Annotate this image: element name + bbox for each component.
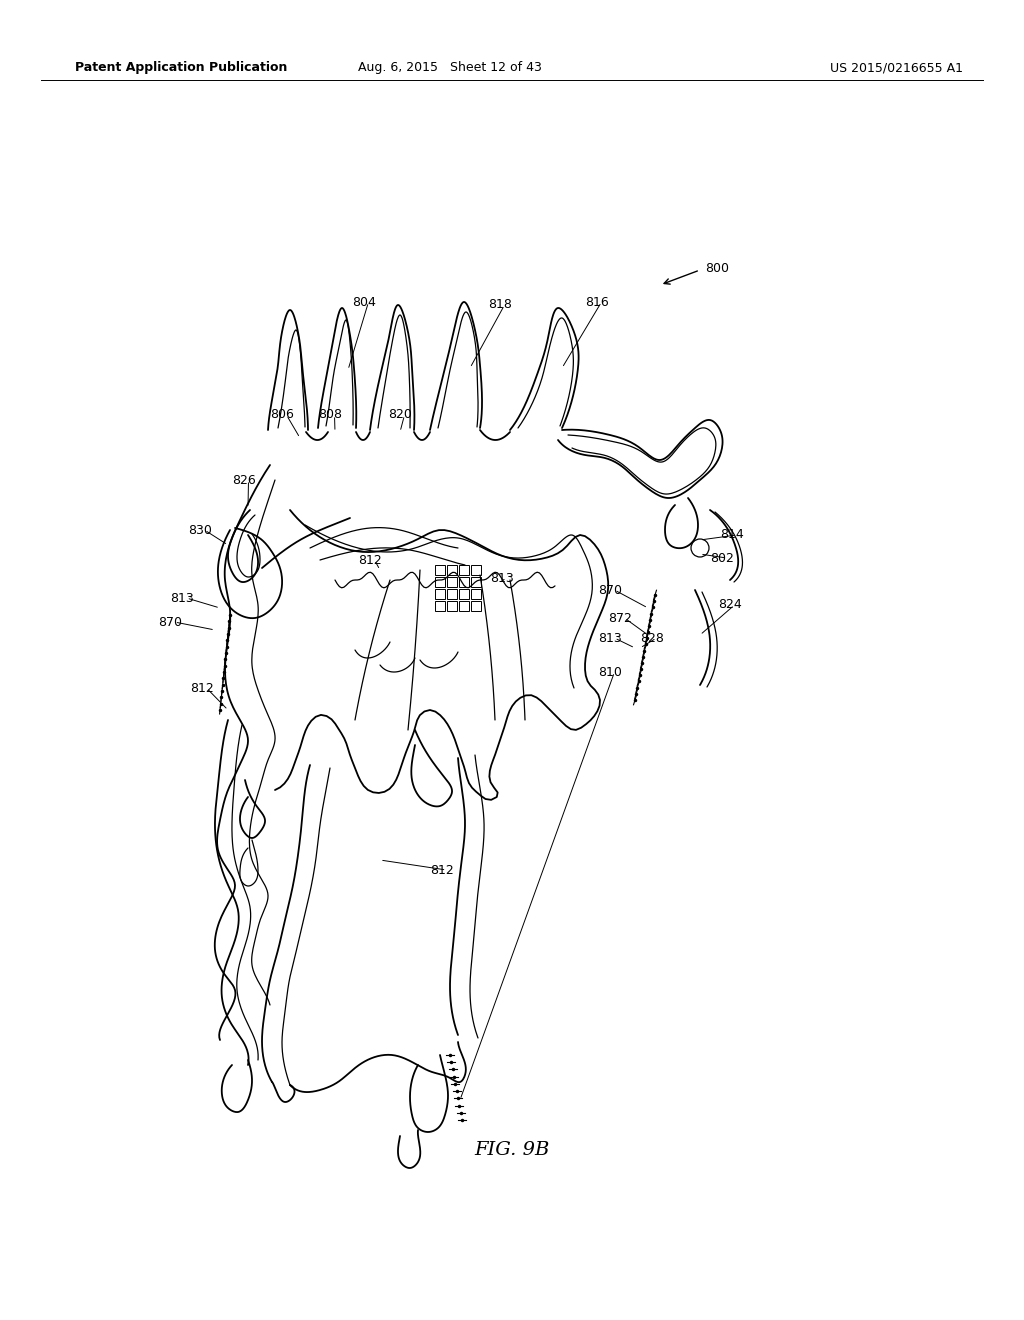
Bar (471, 577, 481, 587)
Bar (435, 601, 445, 611)
Text: 802: 802 (710, 552, 734, 565)
Bar (459, 577, 469, 587)
Bar (471, 565, 481, 576)
Text: 872: 872 (608, 611, 632, 624)
Bar (447, 601, 457, 611)
Bar (471, 589, 481, 599)
Bar (435, 589, 445, 599)
Text: 828: 828 (640, 631, 664, 644)
Text: FIG. 9B: FIG. 9B (474, 1140, 550, 1159)
Bar (435, 577, 445, 587)
Bar (459, 601, 469, 611)
Text: US 2015/0216655 A1: US 2015/0216655 A1 (830, 62, 963, 74)
Bar (447, 589, 457, 599)
Text: 830: 830 (188, 524, 212, 536)
Text: 812: 812 (430, 863, 454, 876)
Bar (447, 565, 457, 576)
Text: 804: 804 (352, 296, 376, 309)
Text: 818: 818 (488, 298, 512, 312)
Bar (459, 565, 469, 576)
Text: 826: 826 (232, 474, 256, 487)
Bar (447, 577, 457, 587)
Text: 806: 806 (270, 408, 294, 421)
Text: 810: 810 (598, 665, 622, 678)
Bar (435, 565, 445, 576)
Text: 812: 812 (190, 681, 214, 694)
Bar (471, 601, 481, 611)
Text: Aug. 6, 2015   Sheet 12 of 43: Aug. 6, 2015 Sheet 12 of 43 (358, 62, 542, 74)
Text: 870: 870 (598, 583, 622, 597)
Text: 824: 824 (718, 598, 741, 611)
Text: 870: 870 (158, 615, 182, 628)
Text: 813: 813 (598, 631, 622, 644)
Text: 800: 800 (705, 261, 729, 275)
Bar (459, 589, 469, 599)
Text: 812: 812 (358, 553, 382, 566)
Text: 808: 808 (318, 408, 342, 421)
Text: 820: 820 (388, 408, 412, 421)
Text: 816: 816 (585, 296, 608, 309)
Text: 814: 814 (720, 528, 743, 541)
Text: Patent Application Publication: Patent Application Publication (75, 62, 288, 74)
Text: 813: 813 (170, 591, 194, 605)
Text: 813: 813 (490, 572, 514, 585)
